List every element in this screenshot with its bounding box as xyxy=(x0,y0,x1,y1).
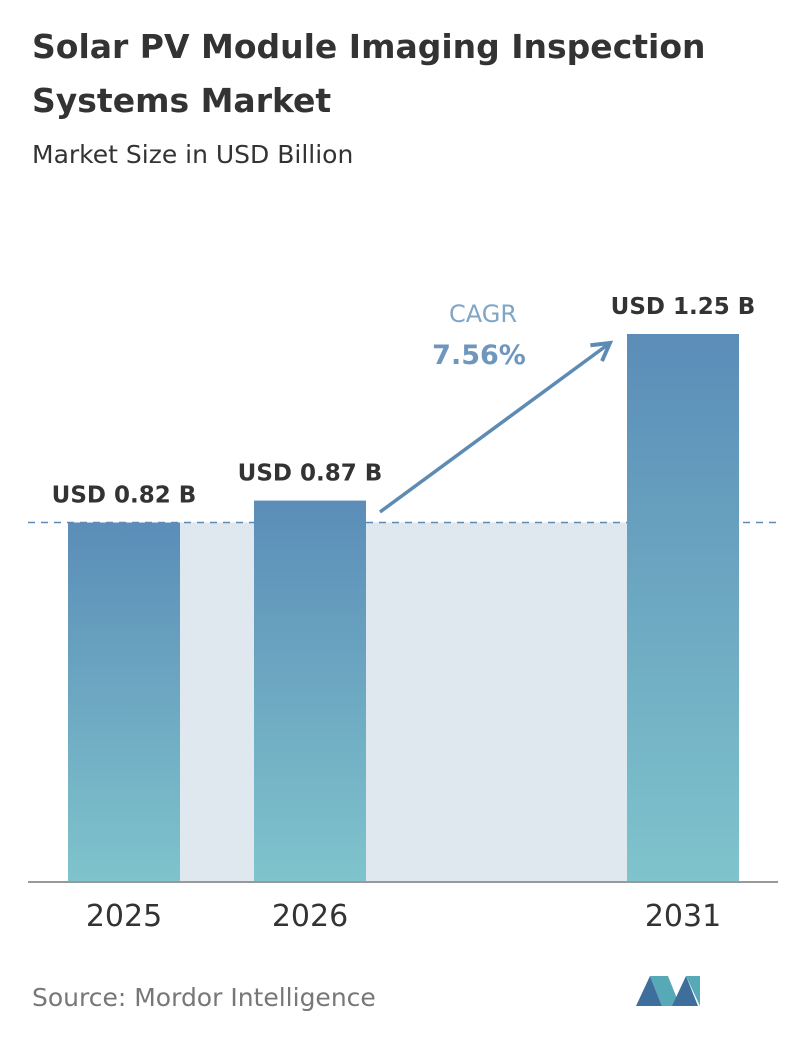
cagr-arrow xyxy=(378,340,614,514)
value-label: USD 0.87 B xyxy=(238,461,383,487)
chart-title: Systems Market xyxy=(32,81,331,120)
x-tick-label: 2031 xyxy=(645,899,721,934)
source: Source: Mordor Intelligence xyxy=(32,983,376,1012)
bar xyxy=(68,522,180,882)
x-tick-label: 2026 xyxy=(272,899,348,934)
value-label: USD 1.25 B xyxy=(611,294,756,320)
chart-title: Solar PV Module Imaging Inspection xyxy=(32,27,706,66)
value-label: USD 0.82 B xyxy=(52,483,197,509)
bar xyxy=(627,334,739,882)
chart-subtitle: Market Size in USD Billion xyxy=(32,140,353,169)
logo xyxy=(636,976,700,1006)
cagr-label: CAGR xyxy=(449,300,517,328)
bar xyxy=(254,500,366,882)
shaded-area xyxy=(180,522,627,882)
cagr-value: 7.56% xyxy=(432,340,526,371)
x-tick-label: 2025 xyxy=(86,899,162,934)
